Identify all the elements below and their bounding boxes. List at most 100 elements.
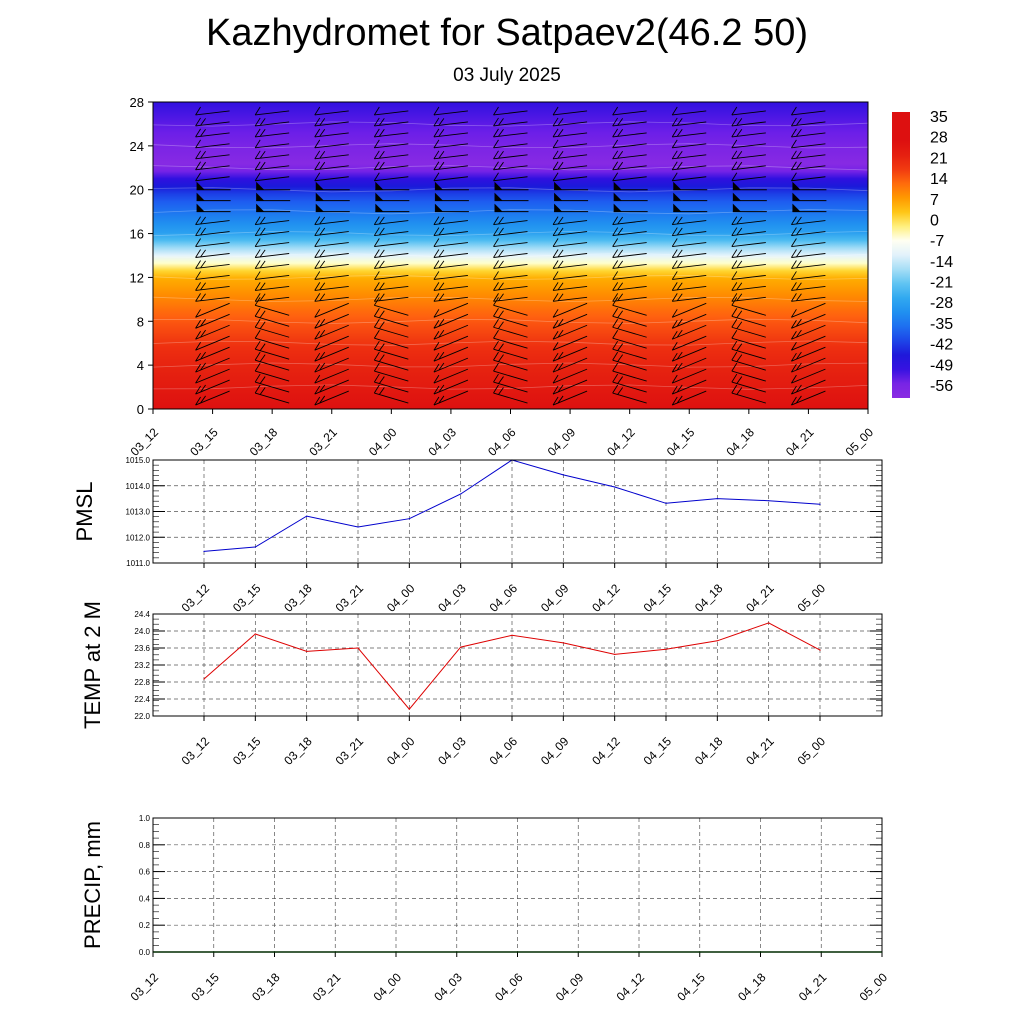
wind-barb [255, 337, 290, 349]
wind-barb-feather [612, 329, 619, 339]
wind-barb-feather [314, 238, 321, 247]
wind-barb [255, 285, 290, 291]
wind-barb [314, 253, 349, 258]
wind-barb-feather [731, 139, 738, 149]
wind-barb [612, 348, 647, 360]
pmsl-panel: 1011.0 1012.0 1013.0 1014.0 1015.0 03_12 03_15… [72, 456, 883, 615]
wind-barb-feather [617, 216, 624, 225]
wind-barb-pennant [613, 203, 622, 212]
wind-barb-feather [254, 373, 261, 383]
wind-barb [553, 121, 588, 127]
wind-barb-feather [791, 238, 797, 247]
section-y-tick-label: 28 [130, 95, 144, 110]
wind-barb-feather [557, 129, 564, 137]
wind-barb [374, 242, 409, 247]
wind-barb [255, 253, 290, 258]
wind-barb-feather [731, 373, 738, 383]
wind-barb-feather [378, 282, 385, 291]
wind-barb-feather [200, 351, 206, 360]
wind-barb-feather [254, 260, 261, 269]
wind-barb-feather [557, 395, 564, 404]
wind-barb-pennant [256, 192, 265, 201]
wind-barb-feather [617, 321, 624, 330]
wind-barb [314, 302, 349, 318]
section-x-tick-label: 05_00 [843, 425, 877, 459]
wind-barb-feather [731, 271, 738, 280]
wind-barb [612, 242, 647, 247]
wind-barb-feather [791, 352, 797, 362]
wind-barb-feather [552, 341, 559, 351]
colorbar-label: 14 [930, 171, 948, 188]
wind-barb-feather [378, 321, 385, 330]
wind-barb-feather [498, 310, 504, 319]
colorbar-label: 7 [930, 192, 939, 209]
wind-barb-feather [493, 362, 499, 372]
wind-barb-feather [200, 249, 206, 258]
wind-barb [255, 274, 290, 280]
wind-barb-feather [617, 129, 624, 137]
wind-barb-feather [438, 161, 445, 170]
wind-barb-pennant [196, 192, 205, 201]
wind-barb [553, 296, 588, 302]
wind-barb-feather [676, 216, 683, 225]
y-tick-label: 0.4 [139, 894, 151, 903]
wind-barb [791, 121, 826, 127]
wind-barb-feather [498, 216, 504, 225]
wind-barb-feather [498, 321, 504, 330]
section-x-tick-label: 04_12 [604, 425, 638, 459]
wind-barb-feather [195, 227, 201, 236]
wind-barb [433, 110, 468, 116]
wind-barb [731, 176, 766, 182]
x-tick-label: 04_12 [589, 581, 623, 615]
wind-barb-feather [378, 354, 385, 362]
chart-subtitle: 03 July 2025 [453, 65, 561, 86]
wind-barb-feather [796, 129, 802, 137]
wind-barb-feather [671, 139, 678, 149]
wind-barb-feather [791, 227, 797, 236]
wind-barb [374, 176, 409, 182]
wind-barb-feather [671, 271, 678, 280]
wind-barb-feather [736, 354, 743, 362]
wind-barb-feather [254, 351, 261, 361]
wind-barb-feather [671, 374, 678, 384]
wind-barb-feather [791, 150, 797, 160]
section-y-tick-label: 8 [137, 314, 144, 329]
wind-barb-feather [259, 343, 266, 351]
wind-barb-feather [259, 310, 266, 319]
wind-barb-feather [254, 216, 261, 225]
wind-barb-feather [552, 117, 559, 127]
isotherm-line [152, 340, 869, 346]
wind-barb-feather [195, 161, 201, 171]
wind-barb-feather [433, 374, 440, 384]
wind-barb [493, 110, 528, 116]
series-line [203, 622, 821, 710]
wind-barb-feather [676, 129, 683, 137]
wind-barb-feather [612, 308, 619, 317]
wind-barb-pennant [673, 181, 682, 190]
wind-barb-feather [373, 329, 380, 339]
y-tick-label: 1015.0 [126, 456, 151, 465]
wind-barb-feather [259, 282, 266, 291]
wind-barb-feather [791, 396, 797, 406]
wind-barb-feather [314, 216, 321, 225]
wind-barb-feather [671, 282, 678, 291]
wind-barb-feather [676, 282, 683, 291]
wind-barb-feather [438, 260, 445, 269]
wind-barb-feather [259, 293, 266, 302]
wind-barb-feather [433, 271, 440, 280]
wind-barb [493, 253, 528, 258]
wind-barb-feather [378, 249, 385, 258]
wind-barb [195, 253, 230, 258]
wind-barb [612, 370, 647, 382]
wind-barb-feather [314, 320, 321, 329]
wind-barb-feather [378, 161, 385, 170]
x-tick-label: 04_15 [641, 734, 675, 768]
wind-barb [612, 165, 647, 171]
y-tick-label: 0.6 [139, 868, 151, 877]
wind-barb [672, 302, 707, 318]
wind-barb [612, 264, 647, 269]
wind-barb [731, 121, 766, 127]
wind-barb-feather [612, 260, 619, 269]
wind-barb [731, 253, 766, 258]
